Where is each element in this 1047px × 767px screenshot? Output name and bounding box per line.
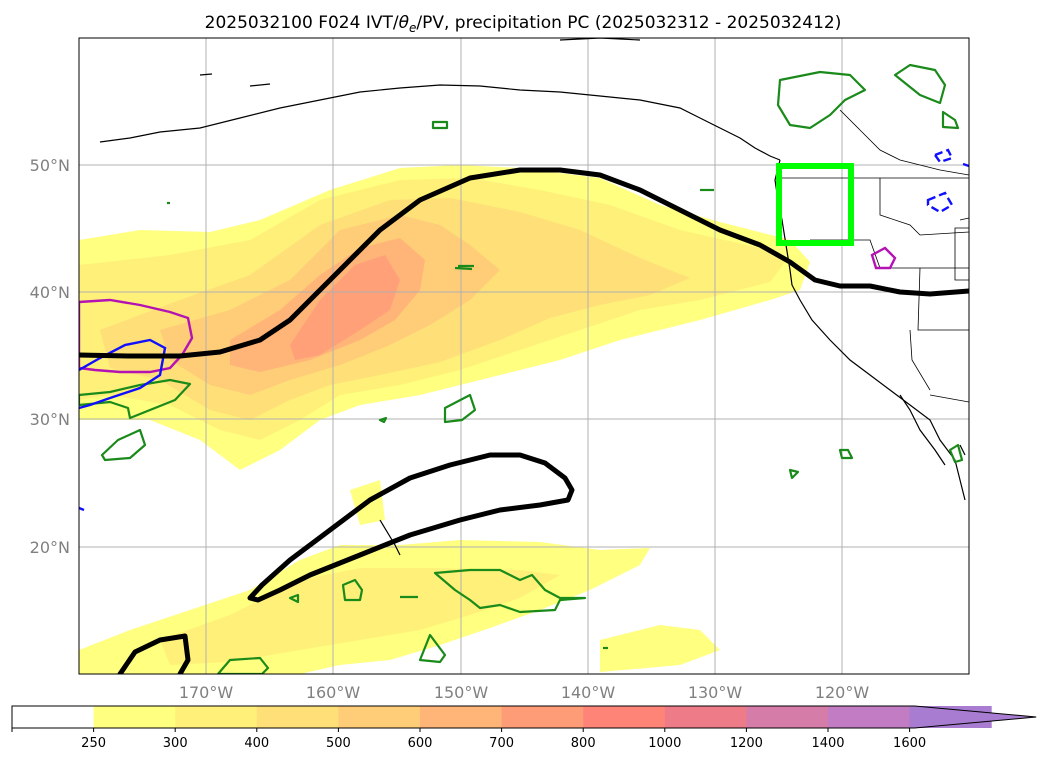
target-region-box [776,163,854,246]
colorbar-tick-label: 800 [571,736,596,751]
map-frame [78,37,970,675]
colorbar-tick-label: 400 [244,736,269,751]
colorbar-tick-label: 1000 [648,736,681,751]
pv-contour-southwest [117,633,191,674]
colorbar-segment [338,706,421,728]
colorbar-segment [93,706,176,728]
colorbar-segment [746,706,829,728]
lon-label-130w: 130°W [688,683,743,702]
lat-label-30n: 30°N [30,410,70,429]
pv-contour-south-lobe [247,452,575,603]
latitude-labels: 50°N 40°N 30°N 20°N [30,156,70,557]
colorbar-extend-arrow [909,706,1037,728]
colorbar-segment [12,706,95,728]
colorbar: 250 300 400 500 600 700 800 1000 1200 1400 1600 [11,705,1037,751]
colorbar-tick-label: 700 [489,736,514,751]
colorbar-tick-label: 300 [163,736,188,751]
ivt-band-700 [290,255,400,360]
lat-label-20n: 20°N [30,538,70,557]
colorbar-outline [11,705,1037,729]
colorbar-segment [256,706,339,728]
lon-label-140w: 140°W [561,683,616,702]
colorbar-tick-label: 1400 [811,736,844,751]
lon-label-160w: 160°W [306,683,361,702]
lon-label-120w: 120°W [815,683,870,702]
theta-contour-nw-canada [776,70,867,130]
colorbar-tick-label: 500 [326,736,351,751]
colorbar-segment [420,706,503,728]
theta-contour-subtropics [433,568,587,614]
graticule [79,38,969,674]
precip-contour-nevada [870,246,897,270]
pv-contours [79,167,969,674]
colorbar-tick-label: 250 [81,736,106,751]
colorbar-tick-label: 1200 [730,736,763,751]
chart-title: 2025032100 F024 IVT/θe/PV, precipitation… [205,13,842,35]
blue-contour-west [79,338,167,410]
blue-contours [79,148,969,512]
theta-contour-west-cluster [79,378,192,420]
lat-label-50n: 50°N [30,156,70,175]
lon-label-150w: 150°W [434,683,489,702]
colorbar-segment [175,706,258,728]
colorbar-segment [664,706,747,728]
pv-contour-main [79,167,969,359]
alaska-coast [99,84,781,161]
lon-label-170w: 170°W [179,683,234,702]
lat-label-40n: 40°N [30,283,70,302]
longitude-labels: 170°W 160°W 150°W 140°W 130°W 120°W [179,683,870,702]
colorbar-segment [501,706,584,728]
theta-e-contours [79,63,964,674]
colorbar-segment [583,706,666,728]
ivt-shading [79,165,810,674]
colorbar-tick-label: 1600 [893,736,926,751]
colorbar-segment [828,706,911,728]
map-area [79,38,969,674]
colorbar-tick-label: 600 [408,736,433,751]
